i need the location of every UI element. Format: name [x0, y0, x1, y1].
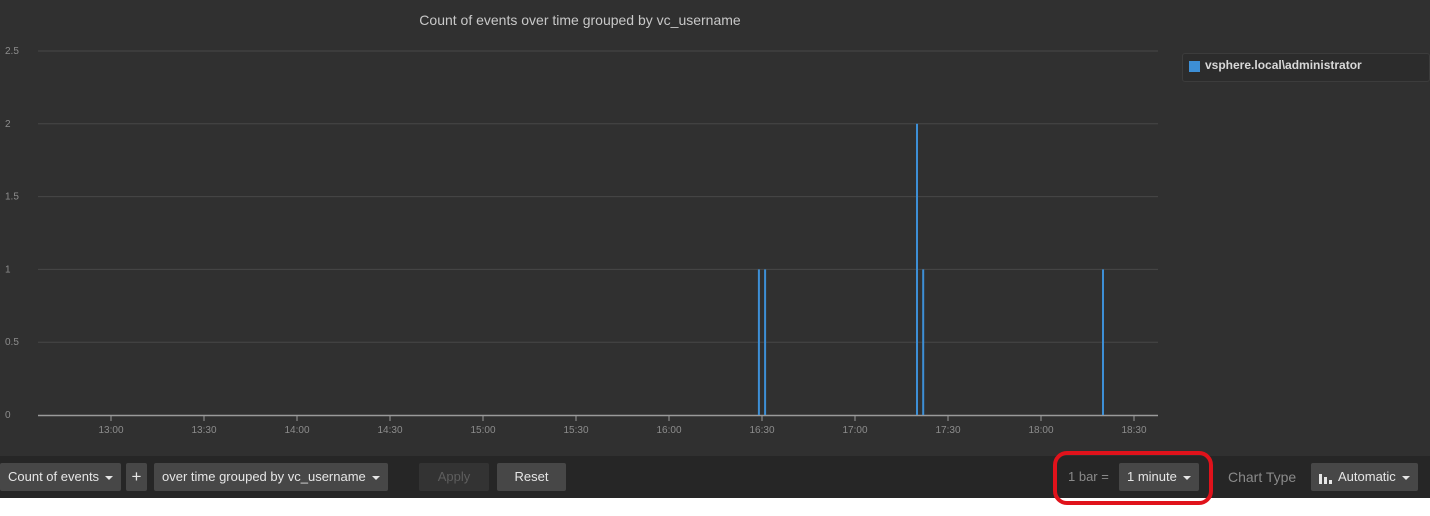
bar-chart-icon [1319, 473, 1332, 484]
x-tick-label: 14:00 [284, 425, 309, 436]
bar[interactable] [922, 269, 925, 415]
y-tick-label: 2 [5, 119, 11, 130]
y-tick-label: 1 [5, 264, 11, 275]
gridlines [38, 50, 1158, 343]
x-tick-label: 13:00 [98, 425, 123, 436]
chart-type-dropdown[interactable]: Automatic [1311, 463, 1418, 491]
count-of-events-label: Count of events [8, 469, 100, 484]
x-axis: 13:00 13:30 14:00 14:30 15:00 15:30 16:00 16:30… [38, 414, 1158, 436]
reset-button[interactable]: Reset [497, 463, 566, 491]
chevron-down-icon [371, 475, 380, 480]
bar[interactable] [1102, 269, 1104, 415]
x-tick-label: 15:30 [563, 425, 588, 436]
chart-type-value: Automatic [1338, 469, 1396, 484]
x-tick-label: 17:30 [935, 425, 960, 436]
chevron-down-icon [1182, 475, 1191, 480]
chevron-down-icon [1401, 475, 1410, 480]
x-tick-label: 18:00 [1028, 425, 1053, 436]
count-of-events-dropdown[interactable]: Count of events [0, 463, 122, 491]
x-tick-label: 17:00 [842, 425, 867, 436]
y-tick-label: 0.5 [5, 337, 19, 348]
bar[interactable] [764, 269, 767, 415]
apply-label: Apply [437, 469, 471, 484]
apply-button[interactable]: Apply [419, 463, 489, 491]
y-tick-label: 0 [5, 410, 11, 421]
x-tick-label: 18:30 [1121, 425, 1146, 436]
x-tick-label: 16:30 [749, 425, 774, 436]
y-tick-label: 1.5 [5, 192, 19, 203]
chart-toolbar: Count of events + over time grouped by v… [0, 456, 1430, 498]
x-tick-label: 15:00 [470, 425, 495, 436]
chevron-down-icon [105, 475, 114, 480]
bar-interval-dropdown[interactable]: 1 minute [1119, 463, 1199, 491]
legend[interactable]: vsphere.local\administrator [1182, 53, 1430, 82]
legend-swatch [1189, 61, 1200, 72]
events-chart: Count of events over time grouped by vc_… [5, 12, 1158, 436]
y-tick-label: 2.5 [5, 46, 19, 57]
bar-interval-prefix: 1 bar = [1068, 469, 1109, 484]
y-axis: 0 0.5 1 1.5 2 2.5 [5, 46, 19, 421]
bar-interval-value: 1 minute [1127, 469, 1177, 484]
legend-label: vsphere.local\administrator [1205, 58, 1362, 72]
x-tick-label: 16:00 [656, 425, 681, 436]
add-button[interactable]: + [126, 463, 147, 491]
x-tick-label: 13:30 [191, 425, 216, 436]
bar[interactable] [916, 123, 918, 416]
x-tick-label: 14:30 [377, 425, 402, 436]
bar[interactable] [757, 269, 760, 415]
group-by-label: over time grouped by vc_username [162, 469, 366, 484]
reset-label: Reset [514, 469, 549, 484]
plus-icon: + [131, 467, 142, 486]
group-by-dropdown[interactable]: over time grouped by vc_username [154, 463, 388, 491]
bars [757, 123, 1104, 416]
chart-title: Count of events over time grouped by vc_… [419, 12, 741, 28]
chart-panel: Count of events over time grouped by vc_… [0, 0, 1430, 456]
chart-type-label: Chart Type [1228, 469, 1297, 485]
